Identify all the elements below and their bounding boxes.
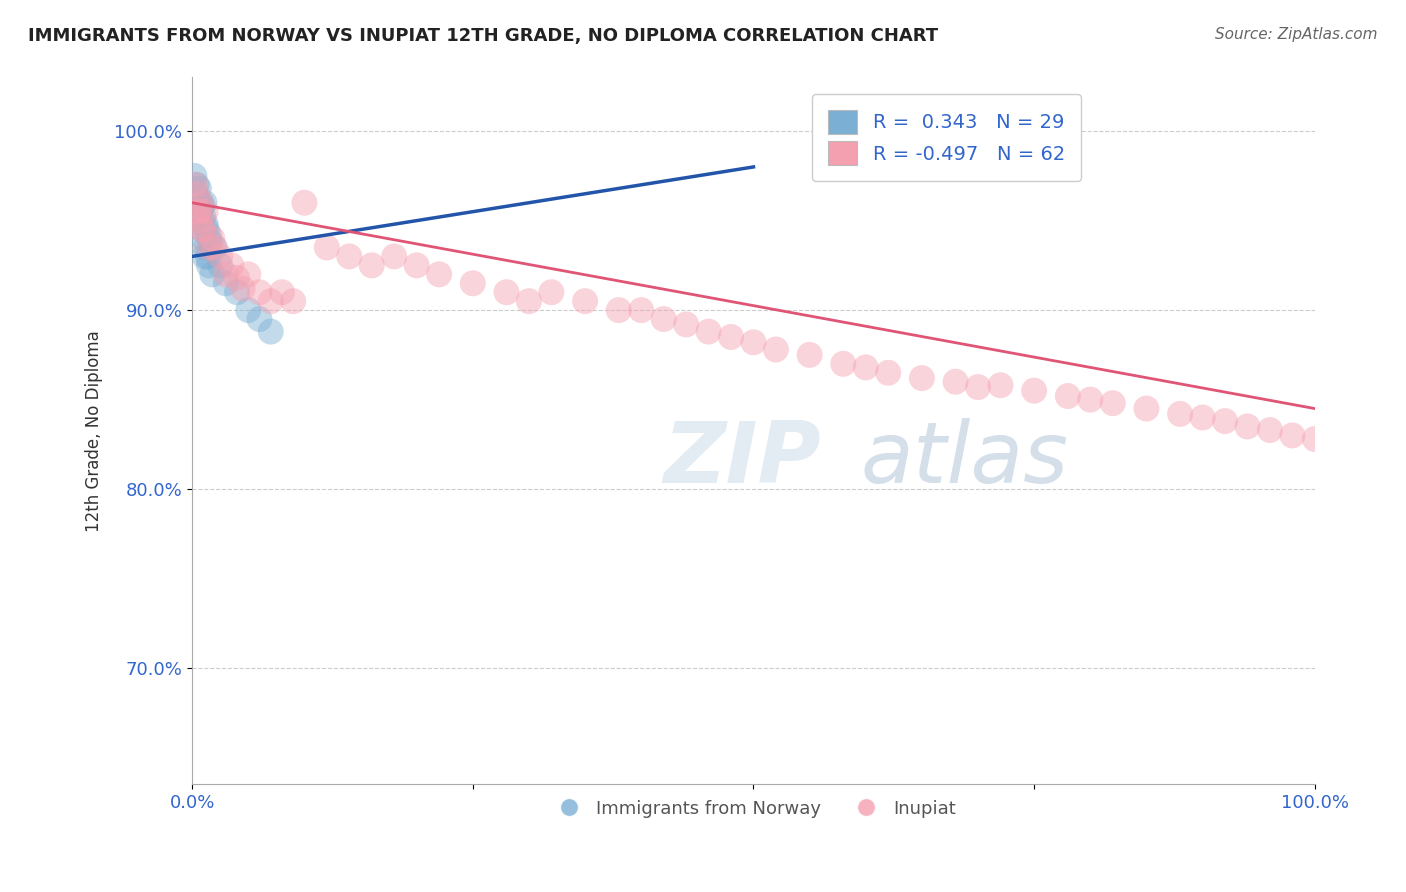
Point bbox=[799, 348, 821, 362]
Point bbox=[271, 285, 294, 300]
Point bbox=[190, 195, 212, 210]
Text: IMMIGRANTS FROM NORWAY VS INUPIAT 12TH GRADE, NO DIPLOMA CORRELATION CHART: IMMIGRANTS FROM NORWAY VS INUPIAT 12TH G… bbox=[28, 27, 938, 45]
Point bbox=[337, 249, 360, 263]
Point bbox=[1135, 401, 1157, 416]
Point bbox=[461, 277, 484, 291]
Point bbox=[911, 371, 934, 385]
Point bbox=[294, 195, 316, 210]
Point bbox=[1281, 428, 1303, 442]
Point bbox=[652, 312, 675, 326]
Point bbox=[193, 195, 215, 210]
Point bbox=[832, 357, 855, 371]
Point bbox=[1236, 419, 1258, 434]
Text: atlas: atlas bbox=[860, 417, 1069, 500]
Point bbox=[184, 186, 207, 201]
Legend: Immigrants from Norway, Inupiat: Immigrants from Norway, Inupiat bbox=[544, 792, 963, 825]
Point bbox=[188, 213, 211, 227]
Point bbox=[260, 294, 283, 309]
Point bbox=[215, 268, 238, 282]
Point bbox=[1258, 423, 1281, 437]
Point bbox=[198, 235, 221, 249]
Point bbox=[215, 277, 238, 291]
Point bbox=[204, 240, 226, 254]
Point bbox=[405, 259, 427, 273]
Point bbox=[190, 195, 212, 210]
Point bbox=[204, 240, 226, 254]
Point bbox=[226, 285, 249, 300]
Point bbox=[201, 231, 224, 245]
Point bbox=[360, 259, 382, 273]
Point bbox=[193, 210, 215, 224]
Point bbox=[191, 222, 214, 236]
Point bbox=[249, 312, 271, 326]
Point bbox=[742, 335, 765, 350]
Point bbox=[855, 360, 877, 375]
Point bbox=[226, 271, 249, 285]
Y-axis label: 12th Grade, No Diploma: 12th Grade, No Diploma bbox=[86, 330, 103, 532]
Point bbox=[540, 285, 562, 300]
Point bbox=[720, 330, 742, 344]
Text: Source: ZipAtlas.com: Source: ZipAtlas.com bbox=[1215, 27, 1378, 42]
Point bbox=[194, 217, 217, 231]
Point bbox=[1191, 410, 1213, 425]
Point bbox=[1024, 384, 1046, 398]
Point bbox=[675, 318, 697, 332]
Point bbox=[187, 181, 209, 195]
Point bbox=[495, 285, 517, 300]
Point bbox=[184, 178, 207, 192]
Point bbox=[187, 204, 209, 219]
Point bbox=[191, 199, 214, 213]
Point bbox=[183, 169, 205, 183]
Point bbox=[221, 259, 243, 273]
Point bbox=[187, 195, 209, 210]
Point bbox=[193, 222, 215, 236]
Point bbox=[697, 325, 720, 339]
Point bbox=[1213, 414, 1236, 428]
Point bbox=[186, 186, 208, 201]
Point bbox=[382, 249, 405, 263]
Point bbox=[238, 303, 260, 318]
Point bbox=[238, 268, 260, 282]
Point bbox=[191, 222, 214, 236]
Point bbox=[195, 222, 218, 236]
Point bbox=[517, 294, 540, 309]
Point bbox=[607, 303, 630, 318]
Point bbox=[194, 240, 217, 254]
Point bbox=[249, 285, 271, 300]
Point bbox=[1101, 396, 1123, 410]
Point bbox=[232, 282, 254, 296]
Point bbox=[967, 380, 990, 394]
Point bbox=[187, 204, 209, 219]
Point bbox=[630, 303, 652, 318]
Point bbox=[427, 268, 450, 282]
Point bbox=[190, 213, 212, 227]
Point bbox=[315, 240, 337, 254]
Point bbox=[198, 259, 221, 273]
Point bbox=[188, 204, 211, 219]
Point bbox=[945, 375, 967, 389]
Point bbox=[209, 259, 232, 273]
Point bbox=[201, 268, 224, 282]
Point bbox=[1168, 407, 1191, 421]
Point bbox=[1056, 389, 1078, 403]
Point bbox=[198, 227, 221, 242]
Point bbox=[260, 325, 283, 339]
Point bbox=[198, 240, 221, 254]
Point bbox=[193, 249, 215, 263]
Point bbox=[194, 204, 217, 219]
Point bbox=[186, 178, 208, 192]
Text: ZIP: ZIP bbox=[664, 417, 821, 500]
Point bbox=[193, 231, 215, 245]
Point bbox=[197, 249, 219, 263]
Point bbox=[1078, 392, 1101, 407]
Point bbox=[765, 343, 787, 357]
Point bbox=[574, 294, 596, 309]
Point bbox=[1303, 432, 1326, 446]
Point bbox=[283, 294, 305, 309]
Point bbox=[877, 366, 900, 380]
Point bbox=[209, 249, 232, 263]
Point bbox=[990, 378, 1012, 392]
